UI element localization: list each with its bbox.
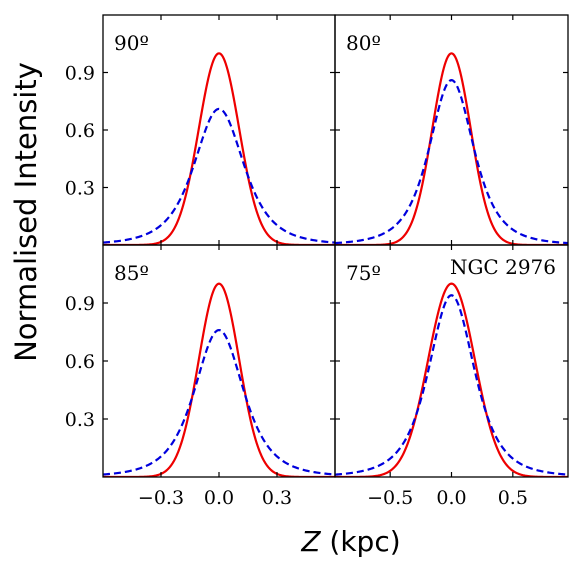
y-tick-label: 0.6 bbox=[65, 351, 95, 373]
series-solid-line bbox=[103, 282, 335, 477]
panel-angle-label: 90º bbox=[114, 31, 149, 55]
panel-bottom-left: 0.3 0.6 0.9 −0.3 0.0 0.3 85º bbox=[65, 244, 336, 509]
x-tick-label: 0.0 bbox=[436, 487, 466, 509]
panel-top-left: 0.3 0.6 0.9 90º bbox=[65, 14, 336, 246]
panel-top-right: 80º bbox=[334, 14, 569, 246]
x-tick-label: 0.0 bbox=[204, 487, 234, 509]
series-dashed-line bbox=[335, 294, 568, 476]
series-solid-line bbox=[335, 52, 568, 245]
y-axis-label: Normalised Intensity bbox=[9, 62, 43, 362]
x-tick-label: −0.3 bbox=[138, 487, 184, 509]
y-tick-label: 0.3 bbox=[65, 409, 95, 431]
series-dashed-line bbox=[335, 79, 568, 245]
x-axis-unit: (kpc) bbox=[321, 525, 401, 558]
x-axis-label: Z (kpc) bbox=[300, 525, 400, 558]
y-tick-label: 0.9 bbox=[65, 63, 95, 85]
galaxy-annotation: NGC 2976 bbox=[450, 255, 556, 279]
x-axis-variable: Z bbox=[300, 525, 321, 558]
panel-bottom-right: −0.5 0.0 0.5 75º bbox=[334, 244, 569, 509]
panel-angle-label: 75º bbox=[346, 261, 381, 285]
panels-layer: 0.3 0.6 0.9 90º 80º 0.3 0.6 0.9 −0.3 0.0 0.3 85º −0.… bbox=[65, 14, 569, 509]
y-tick-label: 0.3 bbox=[65, 178, 95, 200]
y-tick-label: 0.6 bbox=[65, 120, 95, 142]
x-tick-label: 0.3 bbox=[262, 487, 292, 509]
y-tick-label: 0.9 bbox=[65, 293, 95, 315]
series-solid-line bbox=[335, 282, 568, 477]
series-dashed-line bbox=[103, 107, 335, 244]
series-dashed-line bbox=[103, 328, 335, 476]
x-tick-label: 0.5 bbox=[498, 487, 528, 509]
series-solid-line bbox=[103, 52, 335, 245]
panel-angle-label: 85º bbox=[114, 261, 149, 285]
x-tick-label: −0.5 bbox=[367, 487, 413, 509]
panel-angle-label: 80º bbox=[346, 31, 381, 55]
